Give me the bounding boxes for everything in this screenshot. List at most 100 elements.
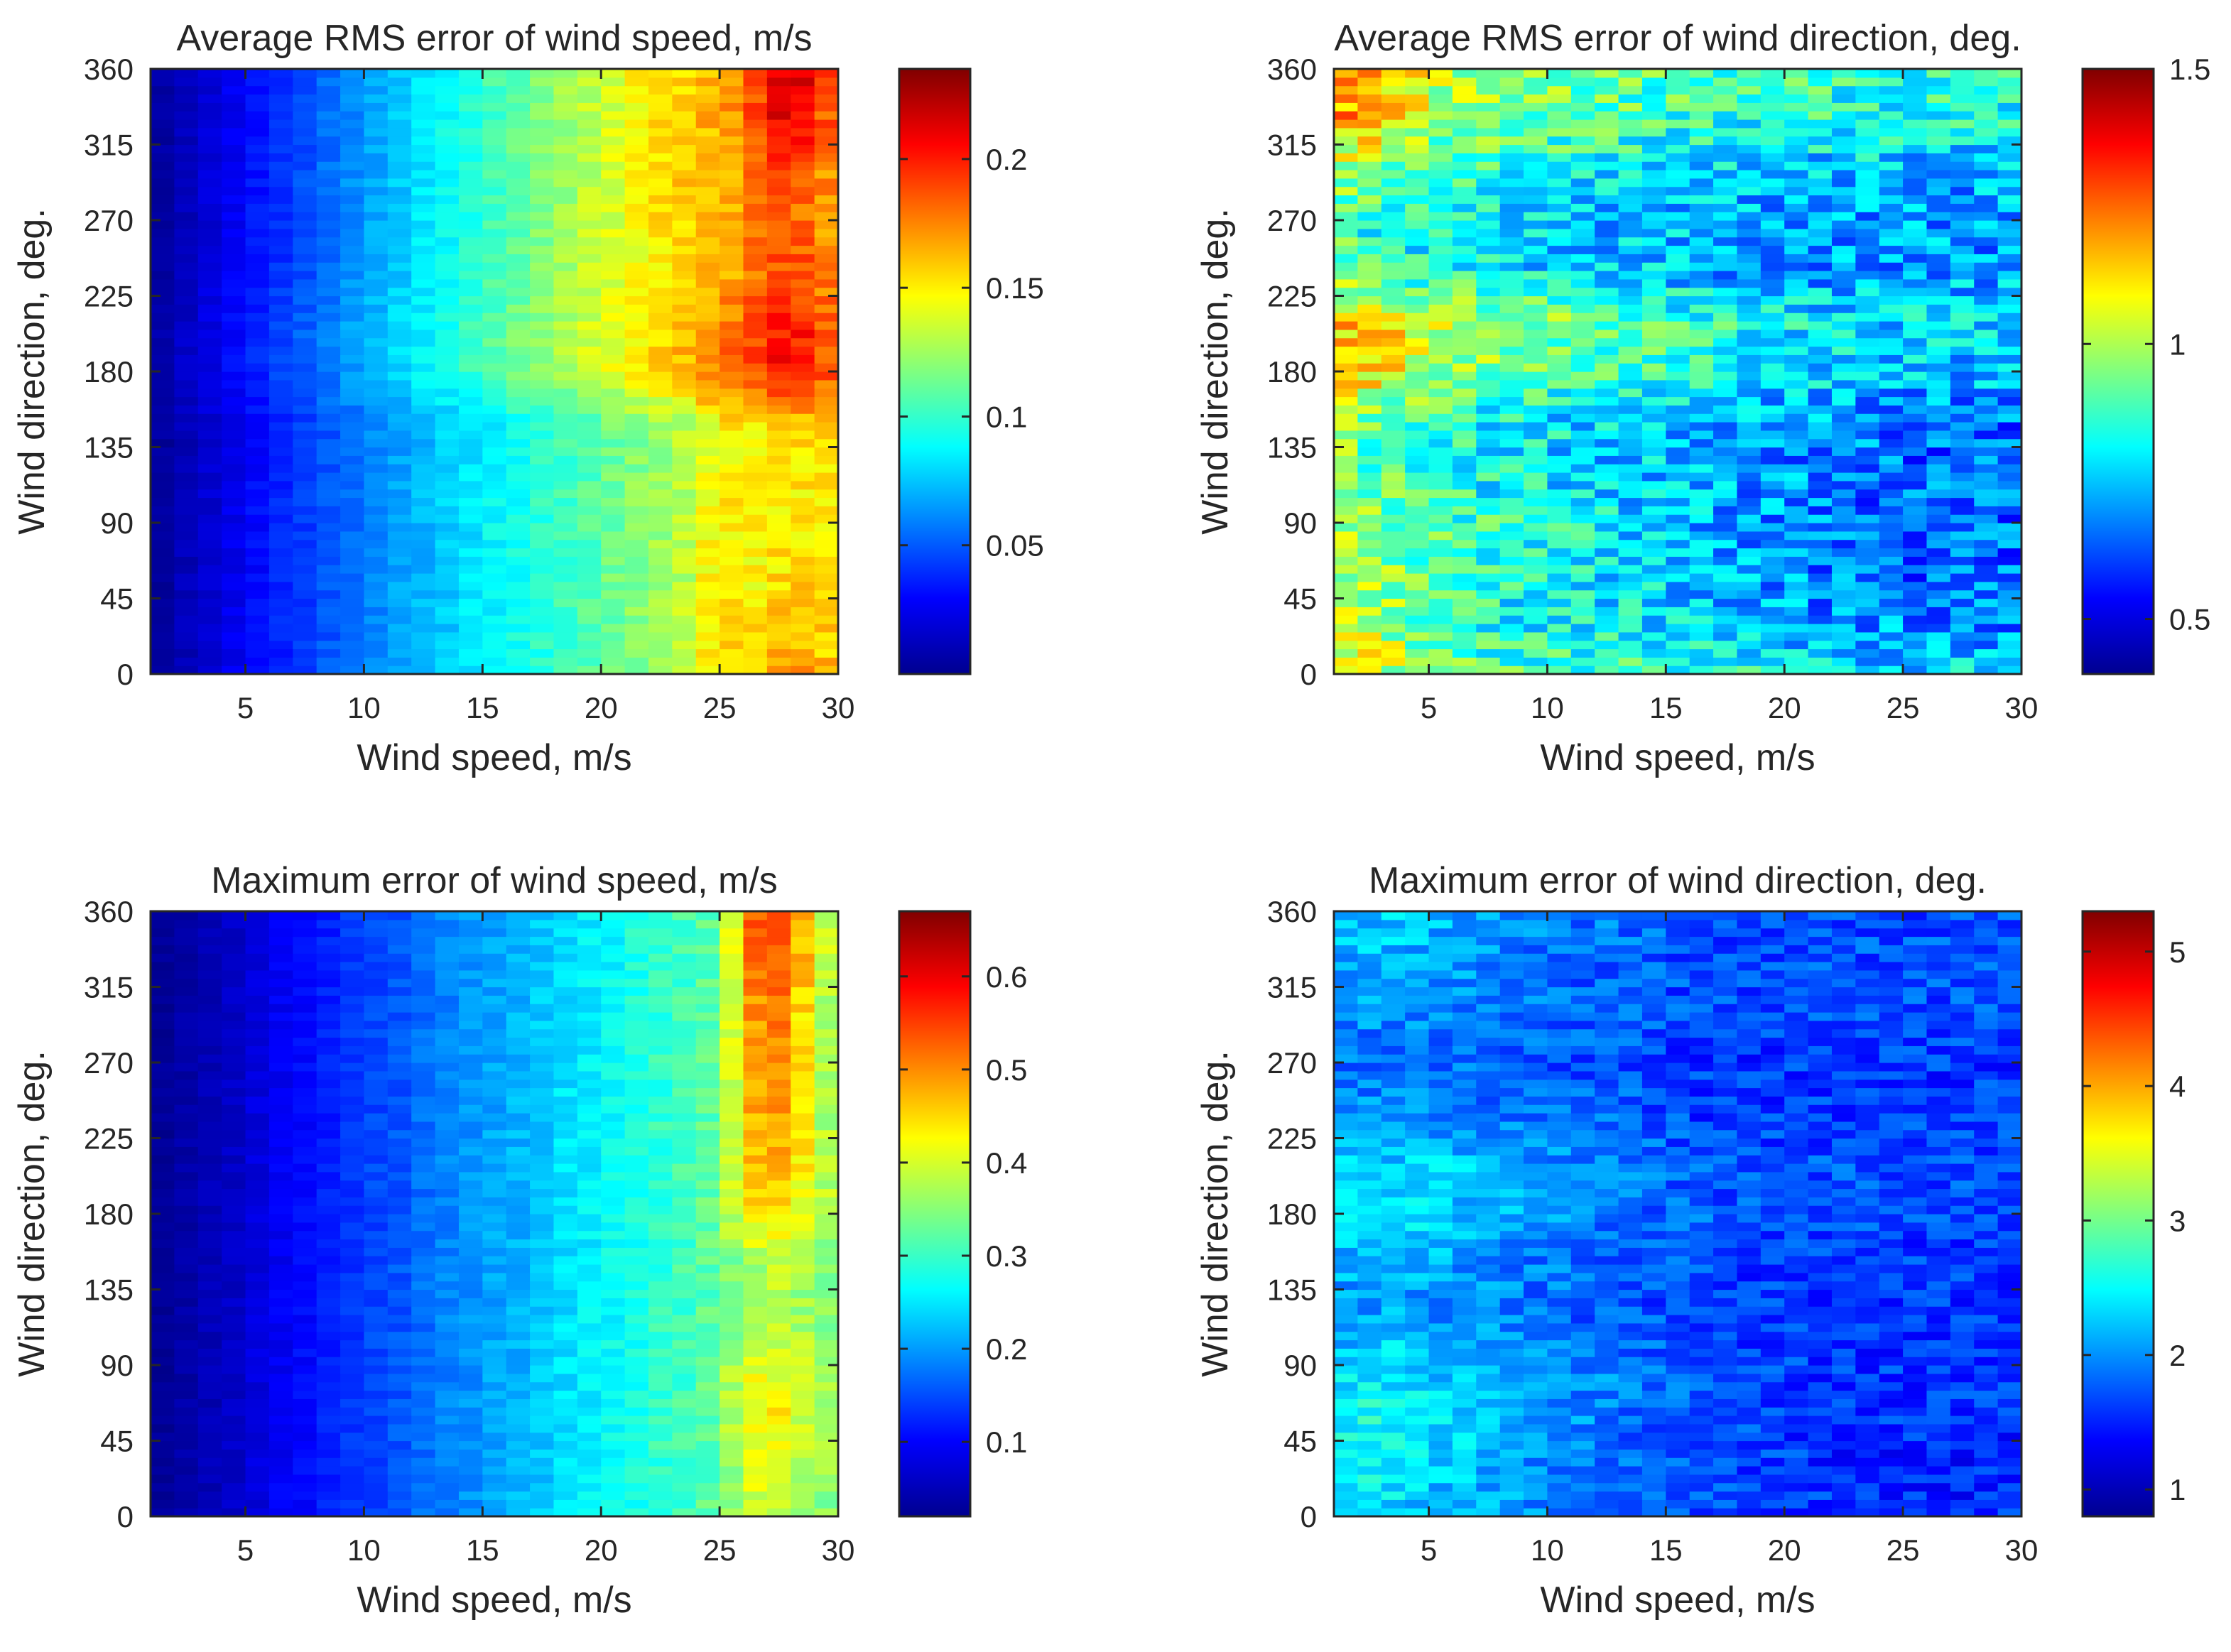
heatmap-cell xyxy=(458,657,483,666)
heatmap-cell xyxy=(482,615,507,624)
heatmap-cell xyxy=(695,1432,720,1442)
heatmap-cell xyxy=(624,94,649,103)
heatmap-cell xyxy=(1689,287,1714,297)
heatmap-cell xyxy=(530,237,555,246)
heatmap-cell xyxy=(174,1331,199,1341)
heatmap-cell xyxy=(340,304,365,313)
heatmap-cell xyxy=(411,523,436,532)
heatmap-cell xyxy=(1641,220,1666,229)
heatmap-cell xyxy=(720,245,744,254)
heatmap-cell xyxy=(245,287,270,297)
heatmap-cell xyxy=(340,237,365,246)
heatmap-cell xyxy=(245,413,270,423)
heatmap-cell xyxy=(1713,506,1738,515)
heatmap-cell xyxy=(1405,523,1430,532)
heatmap-cell xyxy=(435,1508,460,1517)
heatmap-cell xyxy=(222,220,246,229)
heatmap-cell xyxy=(435,1331,460,1341)
heatmap-cell xyxy=(506,69,531,78)
heatmap-cell xyxy=(1357,396,1382,406)
heatmap-cell xyxy=(1903,321,1928,330)
heatmap-cell xyxy=(458,195,483,204)
heatmap-cell xyxy=(364,1390,389,1399)
heatmap-cell xyxy=(1903,405,1928,414)
heatmap-cell xyxy=(1879,85,1904,95)
heatmap-cell xyxy=(174,514,199,523)
heatmap-cell xyxy=(1879,228,1904,238)
heatmap-cell xyxy=(720,615,744,624)
heatmap-cell xyxy=(1499,77,1524,87)
heatmap-cell xyxy=(1524,69,1548,78)
heatmap-cell xyxy=(577,589,602,599)
heatmap-cell xyxy=(1452,371,1477,381)
heatmap-cell xyxy=(1713,379,1738,389)
heatmap-cell xyxy=(1405,127,1430,137)
heatmap-cell xyxy=(268,295,293,305)
heatmap-cell xyxy=(1499,346,1524,355)
heatmap-cell xyxy=(1405,665,1430,675)
heatmap-cell xyxy=(766,455,791,464)
heatmap-cell xyxy=(268,548,293,557)
heatmap-cell xyxy=(268,144,293,153)
heatmap-cell xyxy=(1997,539,2022,549)
heatmap-cell xyxy=(1737,295,1762,305)
heatmap-cell xyxy=(577,514,602,523)
heatmap-cell xyxy=(1879,422,1904,431)
heatmap-cell xyxy=(577,1423,602,1433)
heatmap-cell xyxy=(364,665,389,675)
heatmap-cell xyxy=(151,548,175,557)
heatmap-cell xyxy=(151,203,175,212)
heatmap-cell xyxy=(245,1415,270,1425)
heatmap-cell xyxy=(720,506,744,515)
heatmap-cell xyxy=(1926,254,1951,263)
y-tick-label: 0 xyxy=(1301,658,1317,691)
heatmap-cell xyxy=(1713,346,1738,355)
heatmap-cell xyxy=(1689,447,1714,456)
heatmap-cell xyxy=(1618,85,1643,95)
heatmap-cell xyxy=(1903,237,1928,246)
heatmap-cell xyxy=(1760,337,1785,347)
heatmap-cell xyxy=(601,506,626,515)
heatmap-cell xyxy=(174,220,199,229)
heatmap-cell xyxy=(1760,556,1785,565)
heatmap-cell xyxy=(601,363,626,372)
heatmap-cell xyxy=(174,472,199,482)
heatmap-cell xyxy=(1737,388,1762,398)
heatmap-cell xyxy=(672,136,697,146)
heatmap-cell xyxy=(1855,271,1880,280)
heatmap-cell xyxy=(1499,497,1524,506)
heatmap-cell xyxy=(1334,136,1358,146)
heatmap-cell xyxy=(624,77,649,87)
heatmap-cell xyxy=(340,438,365,448)
heatmap-cell xyxy=(435,1381,460,1391)
heatmap-cell xyxy=(1570,94,1595,103)
heatmap-cell xyxy=(1713,422,1738,431)
heatmap-cell xyxy=(695,548,720,557)
heatmap-cell xyxy=(553,598,578,607)
heatmap-cell xyxy=(1808,178,1833,188)
heatmap-cell xyxy=(1381,245,1406,254)
heatmap-cell xyxy=(1357,581,1382,591)
heatmap-cell xyxy=(1618,581,1643,591)
heatmap-cell xyxy=(293,548,317,557)
heatmap-cell xyxy=(435,321,460,330)
heatmap-cell xyxy=(791,161,815,170)
heatmap-cell xyxy=(316,438,341,448)
heatmap-cell xyxy=(316,1339,341,1349)
heatmap-cell xyxy=(1689,278,1714,288)
heatmap-cell xyxy=(222,119,246,129)
heatmap-cell xyxy=(672,363,697,372)
heatmap-cell xyxy=(1784,195,1809,204)
heatmap-cell xyxy=(387,346,412,355)
heatmap-cell xyxy=(1689,304,1714,313)
heatmap-cell xyxy=(1784,119,1809,129)
heatmap-cell xyxy=(601,77,626,87)
heatmap-cell xyxy=(1405,245,1430,254)
heatmap-cell xyxy=(814,329,839,339)
heatmap-cell xyxy=(1879,615,1904,624)
heatmap-cell xyxy=(766,136,791,146)
heatmap-cell xyxy=(1974,615,1999,624)
heatmap-cell xyxy=(435,497,460,506)
heatmap-cell xyxy=(245,565,270,574)
heatmap-cell xyxy=(1950,313,1975,322)
